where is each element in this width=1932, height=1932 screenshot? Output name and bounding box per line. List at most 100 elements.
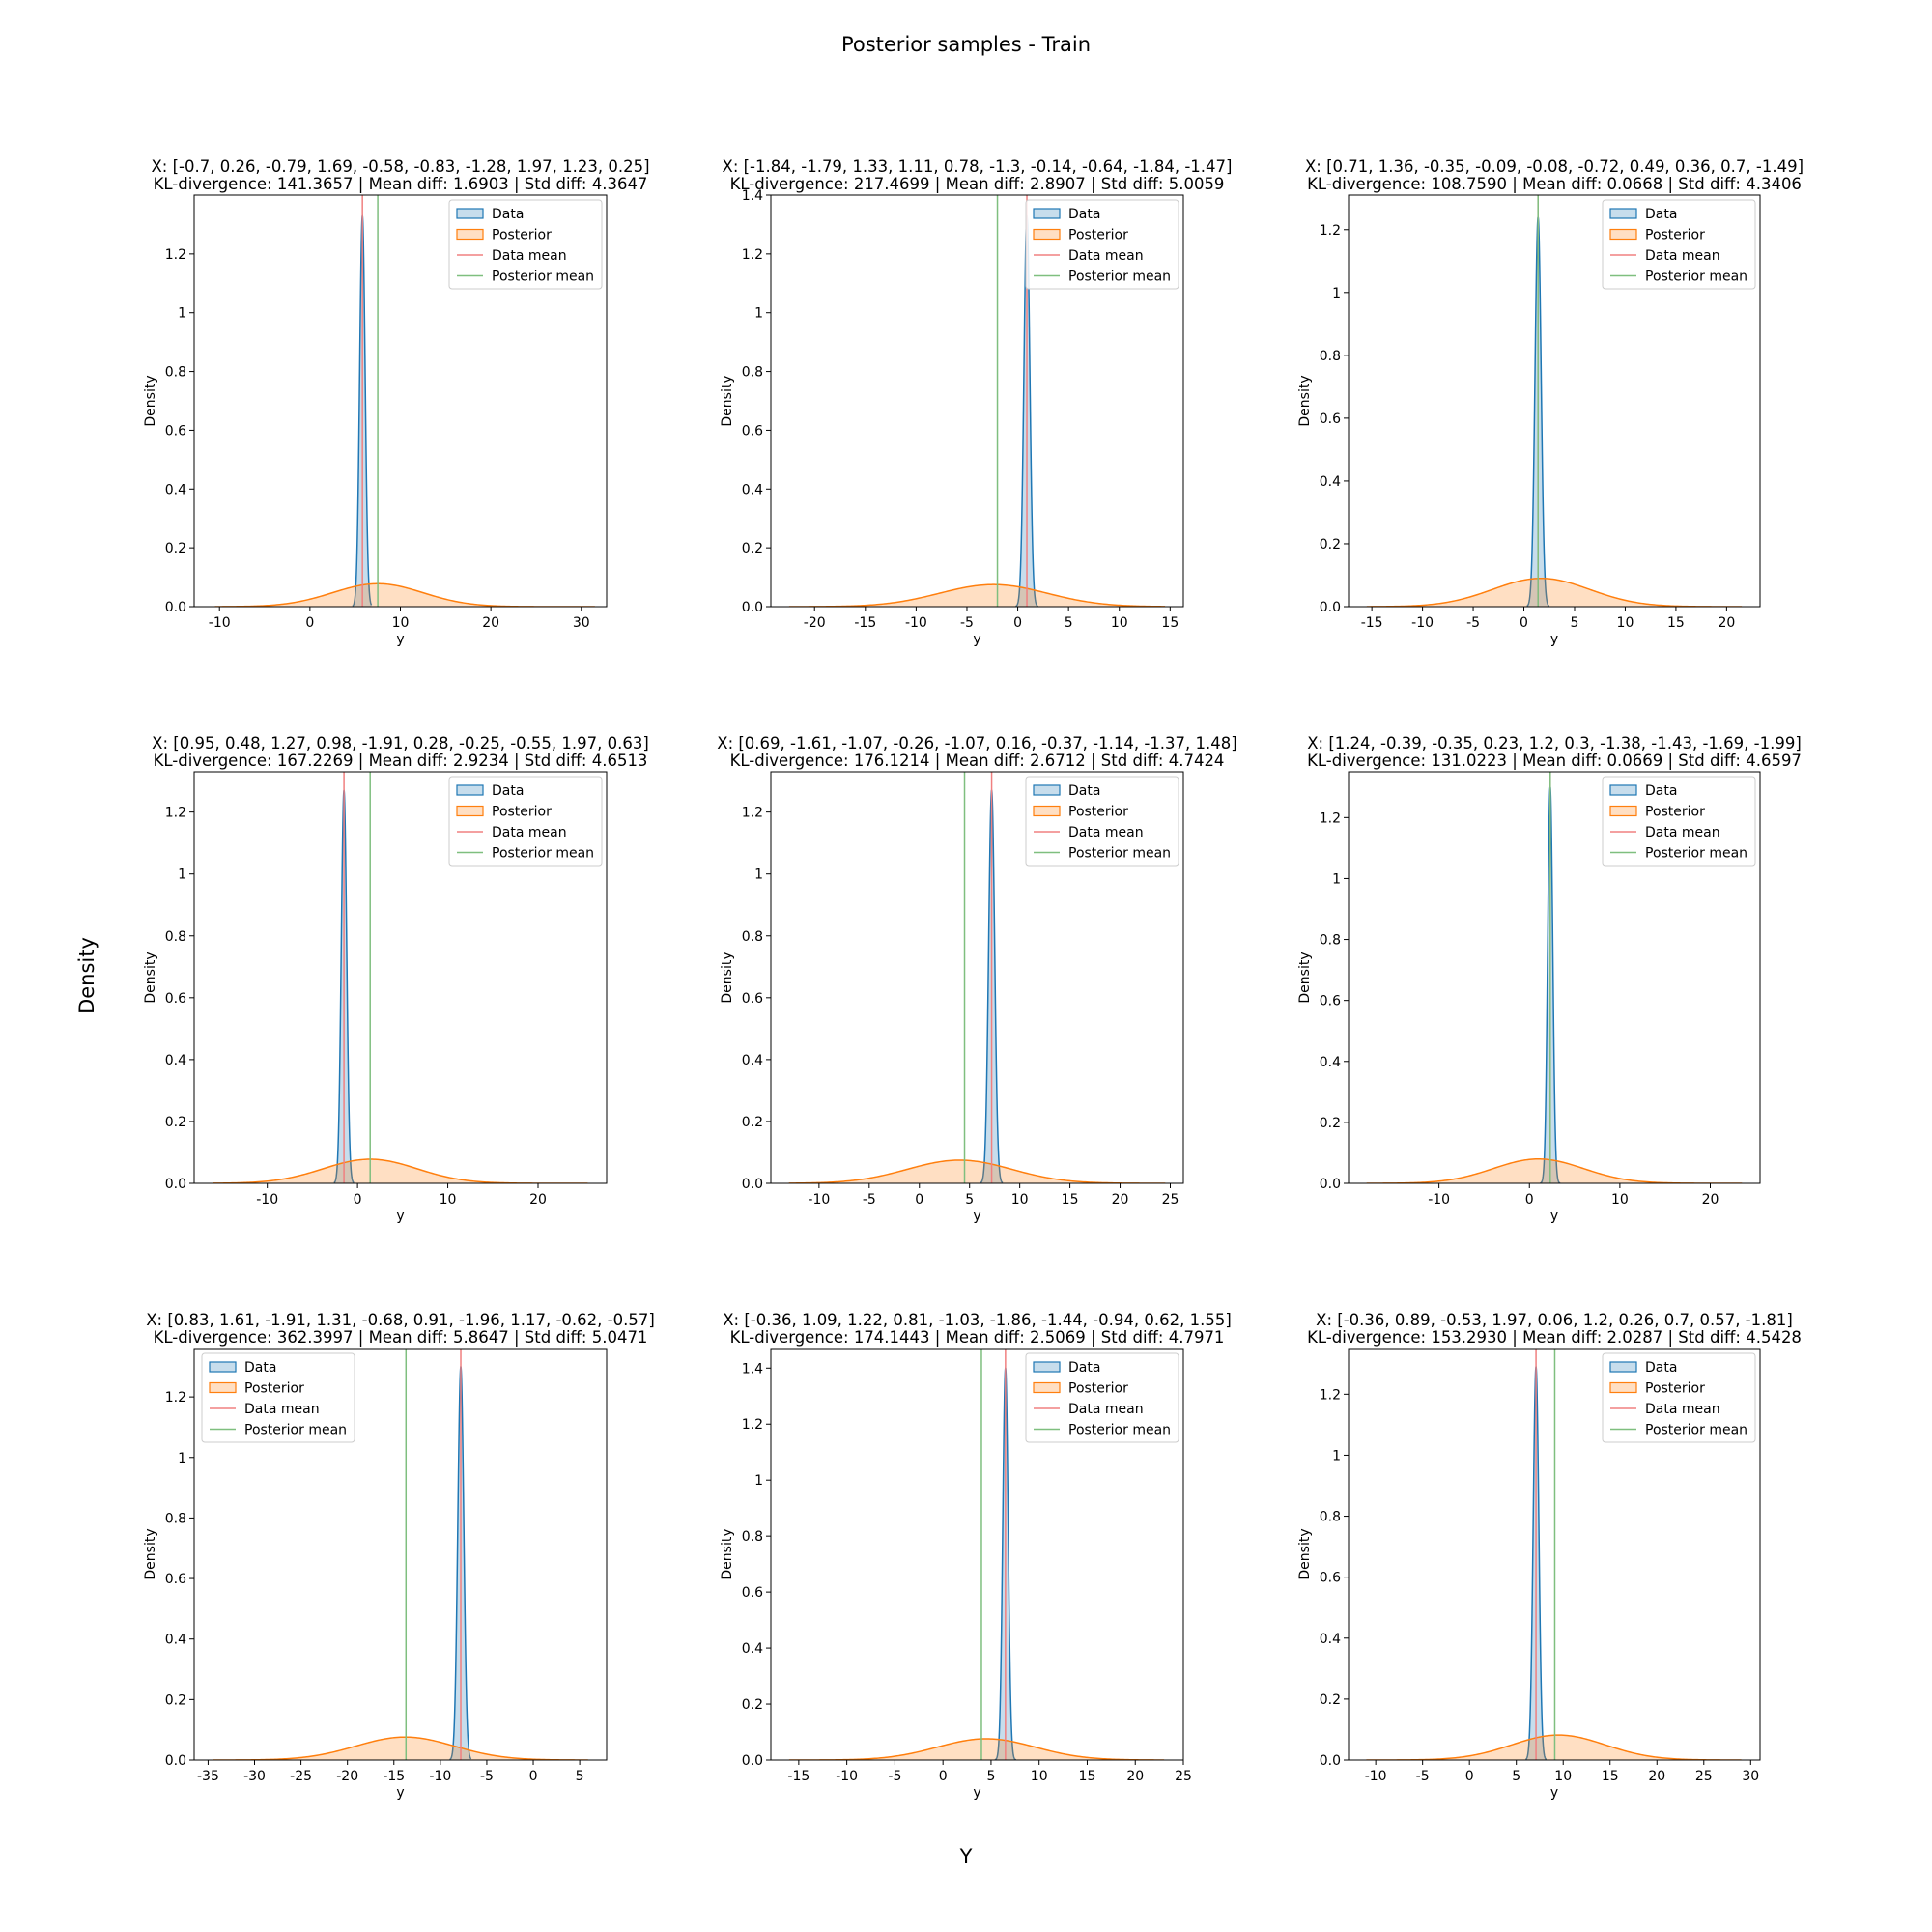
figure-title: Posterior samples - Train xyxy=(840,33,1092,56)
x-tick-label: 25 xyxy=(1175,1769,1192,1784)
y-tick-label: 0.8 xyxy=(165,1511,186,1526)
y-tick-label: 1 xyxy=(178,306,186,322)
y-tick-label: 0.6 xyxy=(165,991,186,1007)
legend-label: Posterior mean xyxy=(244,1423,347,1438)
legend-label: Posterior mean xyxy=(1645,270,1747,285)
y-tick-label: 1.2 xyxy=(1320,223,1341,239)
axes-frame xyxy=(1348,1348,1761,1761)
legend-label: Data mean xyxy=(1068,248,1144,264)
y-tick-label: 1 xyxy=(178,867,186,883)
legend-label: Data mean xyxy=(492,248,567,264)
x-tick-label: -15 xyxy=(1361,615,1383,631)
subplot-1: X: [-0.7, 0.26, -0.79, 1.69, -0.58, -0.8… xyxy=(143,157,650,647)
legend-label: Data mean xyxy=(492,825,567,840)
plot-area xyxy=(214,195,595,607)
y-tick-label: 0.8 xyxy=(742,929,763,945)
plot-area xyxy=(788,1349,1165,1760)
x-tick-label: 20 xyxy=(1126,1769,1144,1784)
subplot-title-x: X: [0.95, 0.48, 1.27, 0.98, -1.91, 0.28,… xyxy=(152,734,649,753)
legend-swatch xyxy=(209,1381,237,1394)
x-tick-label: 5 xyxy=(1065,615,1073,631)
x-tick-label: 0 xyxy=(1013,615,1022,631)
plot-area xyxy=(213,772,588,1183)
legend-swatch xyxy=(456,805,484,817)
posterior-density-line xyxy=(788,583,1166,607)
x-tick-label: -5 xyxy=(888,1769,901,1784)
x-tick-label: 5 xyxy=(965,1192,974,1208)
legend-box xyxy=(201,1352,355,1443)
axes-frame xyxy=(1348,194,1761,608)
legend-label: Data mean xyxy=(1645,825,1720,840)
subplot-title-x: X: [0.69, -1.61, -1.07, -0.26, -1.07, 0.… xyxy=(717,734,1236,753)
y-tick-label: 0.2 xyxy=(742,541,763,556)
legend-label: Posterior mean xyxy=(1068,846,1171,862)
x-tick-label: -10 xyxy=(429,1769,451,1784)
y-tick-label: 0.6 xyxy=(1320,994,1341,1009)
x-tick-label: 20 xyxy=(482,615,499,631)
legend-box xyxy=(1025,1352,1179,1443)
plot-area xyxy=(1366,772,1743,1183)
subplot-title-kl: KL-divergence: 108.7590 | Mean diff: 0.0… xyxy=(1307,175,1802,193)
x-tick-label: -10 xyxy=(209,615,231,631)
y-tick-label: 1.2 xyxy=(742,247,763,263)
posterior-density-line xyxy=(213,1736,588,1760)
x-tick-label: -30 xyxy=(243,1769,266,1784)
y-tick-label: 0.0 xyxy=(1320,1753,1341,1769)
axes-frame xyxy=(193,771,608,1184)
axes-frame xyxy=(770,771,1184,1184)
x-tick-label: 10 xyxy=(1011,1192,1029,1208)
legend: Data Posterior Data mean Posterior mean xyxy=(448,199,603,290)
y-tick-label: 0.2 xyxy=(742,1115,763,1130)
plot-area xyxy=(1366,195,1743,607)
y-tick-label: 0.6 xyxy=(742,991,763,1007)
legend: Data Posterior Data mean Posterior mean xyxy=(1602,199,1756,290)
subplot-title-kl: KL-divergence: 174.1443 | Mean diff: 2.5… xyxy=(730,1328,1225,1347)
y-tick-label: 1.2 xyxy=(165,247,186,263)
x-tick-label: 20 xyxy=(529,1192,547,1208)
x-tick-label: -5 xyxy=(1466,615,1480,631)
x-axis-label: y xyxy=(1550,632,1558,647)
x-tick-label: 0 xyxy=(354,1192,362,1208)
y-tick-label: 1.2 xyxy=(1320,810,1341,826)
legend-box xyxy=(1602,776,1756,867)
legend-label: Posterior xyxy=(1645,1381,1705,1397)
legend-label: Posterior xyxy=(492,805,552,820)
legend-label: Data xyxy=(1068,783,1100,799)
x-tick-label: -10 xyxy=(1365,1769,1387,1784)
y-axis-label: Density xyxy=(720,375,735,426)
y-tick-label: 0.4 xyxy=(742,482,763,497)
y-tick-label: 0.4 xyxy=(1320,1055,1341,1070)
legend-label: Data xyxy=(1068,1360,1100,1376)
x-axis-label: y xyxy=(973,632,980,647)
posterior-density-line xyxy=(788,1738,1165,1760)
y-tick-label: 1 xyxy=(178,1451,186,1466)
x-tick-label: 15 xyxy=(1602,1769,1619,1784)
subplot-title-x: X: [1.24, -0.39, -0.35, 0.23, 1.2, 0.3, … xyxy=(1307,734,1802,753)
legend-swatch xyxy=(1609,208,1637,219)
x-tick-label: -5 xyxy=(1416,1769,1430,1784)
posterior-density-line xyxy=(1366,1734,1742,1760)
y-axis-label: Density xyxy=(1297,375,1313,426)
subplot-title-kl: KL-divergence: 167.2269 | Mean diff: 2.9… xyxy=(154,752,648,770)
legend-label: Data mean xyxy=(244,1402,320,1417)
y-tick-label: 0.4 xyxy=(742,1641,763,1657)
subplot-title-x: X: [-0.7, 0.26, -0.79, 1.69, -0.58, -0.8… xyxy=(151,157,649,176)
legend-label: Data xyxy=(1645,1360,1677,1376)
posterior-density-line xyxy=(1366,577,1743,607)
x-tick-label: -10 xyxy=(256,1192,278,1208)
legend-label: Data mean xyxy=(1645,248,1720,264)
x-tick-label: 30 xyxy=(1742,1769,1759,1784)
x-tick-label: 20 xyxy=(1112,1192,1129,1208)
x-axis-label: y xyxy=(396,1785,404,1801)
x-tick-label: -10 xyxy=(1411,615,1434,631)
y-tick-label: 1.2 xyxy=(1320,1387,1341,1403)
x-axis-label: y xyxy=(1550,1785,1558,1801)
plot-area xyxy=(788,772,1166,1183)
y-tick-label: 0.8 xyxy=(742,365,763,381)
subplot-title-x: X: [0.71, 1.36, -0.35, -0.09, -0.08, -0.… xyxy=(1305,157,1804,176)
x-tick-label: -15 xyxy=(854,615,876,631)
y-tick-label: 1.2 xyxy=(742,806,763,821)
y-tick-label: 0.4 xyxy=(742,1053,763,1068)
x-tick-label: -5 xyxy=(480,1769,494,1784)
x-tick-label: 5 xyxy=(1571,615,1579,631)
